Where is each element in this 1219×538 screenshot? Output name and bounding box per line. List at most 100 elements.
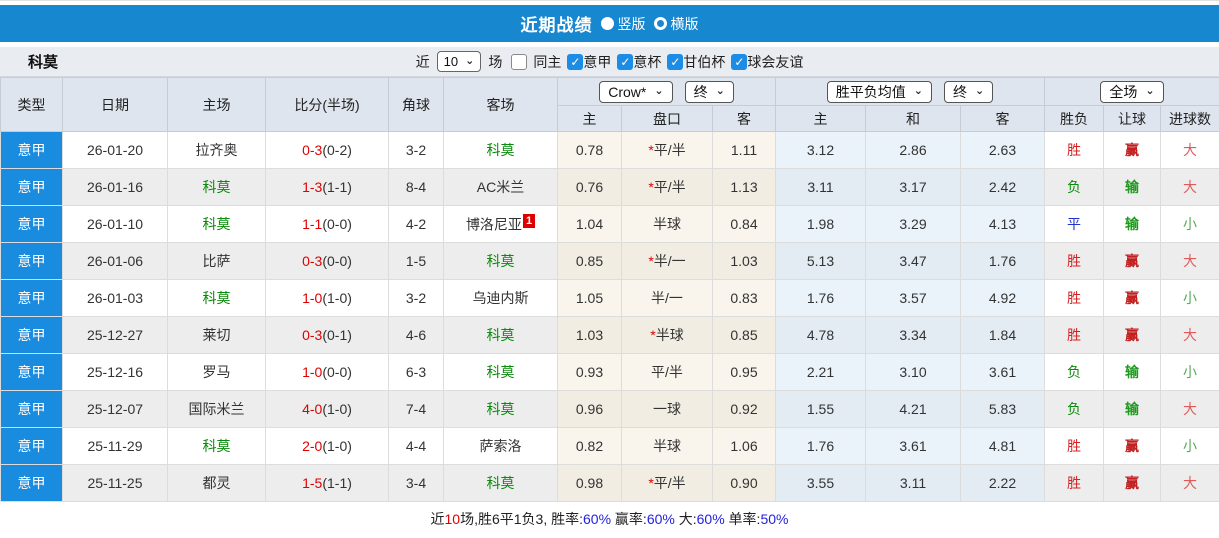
odds-time-select-2-value: 终 (953, 83, 967, 100)
cell-avg-home: 1.55 (775, 390, 866, 428)
cell-handicap-result: 输 (1103, 168, 1161, 206)
cell-handicap-result: 赢 (1103, 242, 1161, 280)
cell-result: 胜 (1044, 279, 1104, 317)
checkbox-checked-icon[interactable]: ✓ (731, 53, 748, 70)
cell-avg-away: 3.61 (960, 353, 1045, 391)
cell-avg-home: 5.13 (775, 242, 866, 280)
team-name: 科莫 (28, 54, 59, 71)
cell-goals: 小 (1160, 205, 1219, 243)
cell-corner: 3-4 (388, 464, 444, 502)
cell-odds-home: 0.85 (557, 242, 622, 280)
cell-avg-home: 1.76 (775, 279, 866, 317)
odds-time-select-1[interactable]: 终 ⌄ (684, 80, 734, 103)
cell-score: 0-3(0-2) (265, 131, 389, 169)
cell-home-team: 都灵 (167, 464, 266, 502)
footer-text-part: 赢率: (611, 510, 647, 527)
fullmatch-select-value: 全场 (1109, 83, 1138, 100)
cell-result: 负 (1044, 168, 1104, 206)
radio-selected-icon[interactable] (600, 17, 614, 30)
cell-odds-home: 0.76 (557, 168, 622, 206)
radio-unselected-icon[interactable] (653, 17, 667, 30)
cell-avg-away: 2.42 (960, 168, 1045, 206)
cell-home-team: 科莫 (167, 205, 266, 243)
checkbox-unchecked-icon[interactable] (511, 53, 528, 70)
cell-away-team: 乌迪内斯 (443, 279, 558, 317)
cell-date: 25-12-07 (62, 390, 168, 428)
cell-score: 0-3(0-0) (265, 242, 389, 280)
cell-odds-home: 1.04 (557, 205, 622, 243)
cell-league: 意甲 (0, 131, 63, 169)
checkbox-checked-icon[interactable]: ✓ (667, 53, 684, 70)
title-bar: 近期战绩 竖版 横版 (0, 5, 1219, 42)
odds-time-select-1-value: 终 (693, 83, 708, 100)
cell-date: 26-01-06 (62, 242, 168, 280)
cell-handicap: *平/半 (621, 131, 713, 169)
cell-result: 胜 (1044, 131, 1104, 169)
chevron-down-icon: ⌄ (913, 85, 923, 97)
cell-avg-away: 2.63 (960, 131, 1045, 169)
checkbox-label: 意甲 (583, 53, 612, 70)
cell-avg-away: 5.83 (960, 390, 1045, 428)
league-checkbox-group: 同主 ✓ 意甲 ✓ 意杯 ✓ 甘伯杯 ✓ 球会友谊 (505, 52, 803, 72)
cell-handicap: *半/一 (621, 242, 713, 280)
cell-goals: 小 (1160, 279, 1219, 317)
checkbox-label: 意杯 (633, 53, 662, 70)
layout-radio-horizontal[interactable]: 横版 (653, 14, 699, 34)
cell-avg-draw: 3.47 (865, 242, 961, 280)
cell-league: 意甲 (0, 242, 63, 280)
subheader-result: 胜负 (1044, 105, 1104, 132)
cell-date: 26-01-16 (62, 168, 168, 206)
cell-league: 意甲 (0, 390, 63, 428)
cell-handicap-result: 赢 (1103, 464, 1161, 502)
cell-handicap: 半球 (621, 427, 713, 465)
cell-corner: 4-2 (388, 205, 444, 243)
bookmaker-select[interactable]: Crow* ⌄ (599, 80, 673, 103)
cell-score: 0-3(0-1) (265, 316, 389, 354)
checkbox-label: 甘伯杯 (683, 53, 726, 70)
cell-date: 25-12-27 (62, 316, 168, 354)
cell-score: 1-1(0-0) (265, 205, 389, 243)
table-row: 意甲 26-01-03 科莫 1-0(1-0) 3-2 乌迪内斯 1.05 半/… (0, 279, 1219, 317)
cell-corner: 1-5 (388, 242, 444, 280)
layout-radio-vertical[interactable]: 竖版 (600, 14, 646, 34)
cell-odds-home: 1.03 (557, 316, 622, 354)
table-row: 意甲 25-12-07 国际米兰 4-0(1-0) 7-4 科莫 0.96 一球… (0, 390, 1219, 428)
cell-away-team: 科莫 (443, 464, 558, 502)
cell-result: 平 (1044, 205, 1104, 243)
cell-avg-draw: 3.11 (865, 464, 961, 502)
cell-goals: 大 (1160, 168, 1219, 206)
cell-home-team: 莱切 (167, 316, 266, 354)
cell-odds-home: 0.78 (557, 131, 622, 169)
table-row: 意甲 26-01-16 科莫 1-3(1-1) 8-4 AC米兰 0.76 *平… (0, 168, 1219, 206)
footer-summary-text: 近10场,胜6平1负3, 胜率:60% 赢率:60% 大:60% 单率:50% (431, 509, 789, 529)
cell-date: 26-01-03 (62, 279, 168, 317)
checkbox-checked-icon[interactable]: ✓ (617, 53, 634, 70)
cell-avg-away: 1.76 (960, 242, 1045, 280)
cell-avg-home: 1.76 (775, 427, 866, 465)
near-label: 近 (415, 53, 430, 70)
average-select[interactable]: 胜平负均值 ⌄ (826, 80, 932, 103)
checkbox-label: 球会友谊 (747, 53, 804, 70)
table-row: 意甲 25-11-25 都灵 1-5(1-1) 3-4 科莫 0.98 *平/半… (0, 464, 1219, 502)
cell-avg-home: 3.55 (775, 464, 866, 502)
cell-odds-home: 0.98 (557, 464, 622, 502)
match-count-select[interactable]: 10 ⌄ (436, 51, 482, 72)
subheader-avg-away: 客 (960, 105, 1045, 132)
odds-time-select-2[interactable]: 终 ⌄ (944, 80, 994, 103)
cell-handicap: 平/半 (621, 353, 713, 391)
fullmatch-select[interactable]: 全场 ⌄ (1100, 80, 1164, 103)
radio-vertical-label: 竖版 (617, 15, 646, 32)
cell-away-team: 萨索洛 (443, 427, 558, 465)
cell-avg-draw: 3.29 (865, 205, 961, 243)
cell-league: 意甲 (0, 279, 63, 317)
cell-avg-away: 4.13 (960, 205, 1045, 243)
checkbox-label: 同主 (533, 53, 562, 70)
chevron-down-icon: ⌄ (715, 85, 725, 97)
cell-league: 意甲 (0, 316, 63, 354)
radio-horizontal-label: 横版 (670, 15, 699, 32)
cell-goals: 大 (1160, 464, 1219, 502)
recent-results-table: 类型 日期 主场 比分(半场) 角球 客场 Crow* ⌄ 终 ⌄ (0, 77, 1219, 502)
checkbox-checked-icon[interactable]: ✓ (567, 53, 584, 70)
cell-date: 25-11-29 (62, 427, 168, 465)
average-select-value: 胜平负均值 (835, 83, 906, 100)
